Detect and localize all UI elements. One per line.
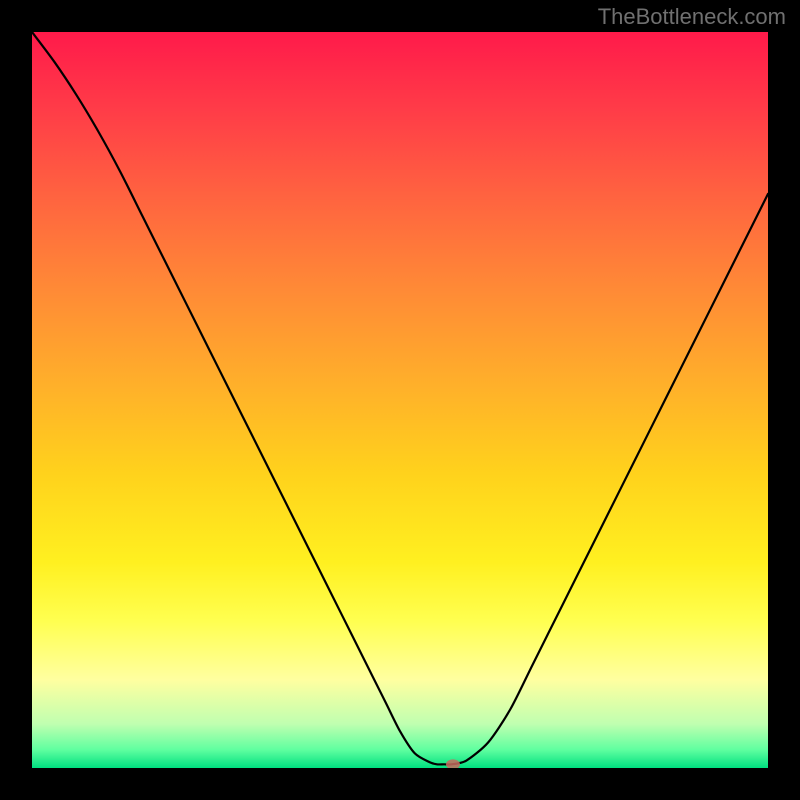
chart-background [32, 32, 768, 768]
chart-svg [32, 32, 768, 768]
watermark-text: TheBottleneck.com [598, 4, 786, 30]
chart-plot-area [32, 32, 768, 768]
